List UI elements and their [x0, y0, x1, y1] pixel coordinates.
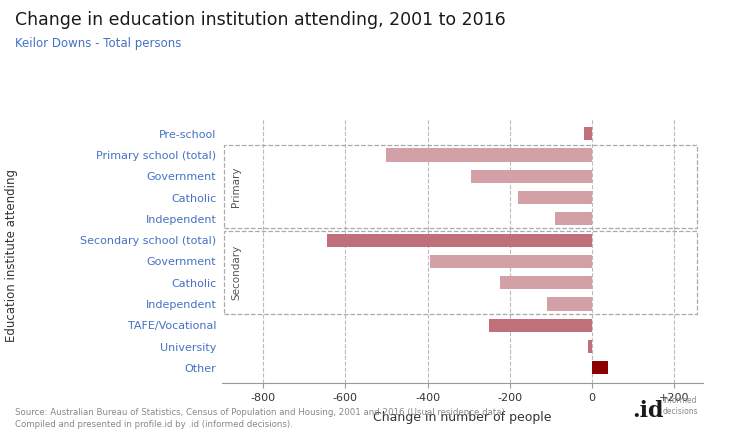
Text: Primary: Primary [232, 167, 241, 207]
Bar [327, 234, 592, 247]
Bar [471, 170, 592, 183]
Text: Keilor Downs - Total persons: Keilor Downs - Total persons [15, 37, 181, 51]
Text: informed
decisions: informed decisions [662, 396, 698, 416]
Bar [518, 191, 592, 204]
Text: Secondary: Secondary [232, 245, 241, 300]
Text: .id: .id [633, 400, 665, 422]
Bar [224, 145, 697, 228]
Bar [588, 340, 592, 353]
X-axis label: Change in number of people: Change in number of people [373, 411, 552, 424]
Bar [430, 255, 592, 268]
Bar [592, 361, 608, 374]
Text: Source: Australian Bureau of Statistics, Census of Population and Housing, 2001 : Source: Australian Bureau of Statistics,… [15, 408, 505, 429]
Bar [555, 212, 592, 225]
Bar [547, 297, 592, 311]
Bar [584, 127, 592, 140]
Text: Change in education institution attending, 2001 to 2016: Change in education institution attendin… [15, 11, 505, 29]
Bar [500, 276, 592, 290]
Bar [489, 319, 592, 332]
Bar [386, 148, 592, 161]
Text: Education institute attending: Education institute attending [4, 169, 18, 342]
Bar [224, 231, 697, 314]
